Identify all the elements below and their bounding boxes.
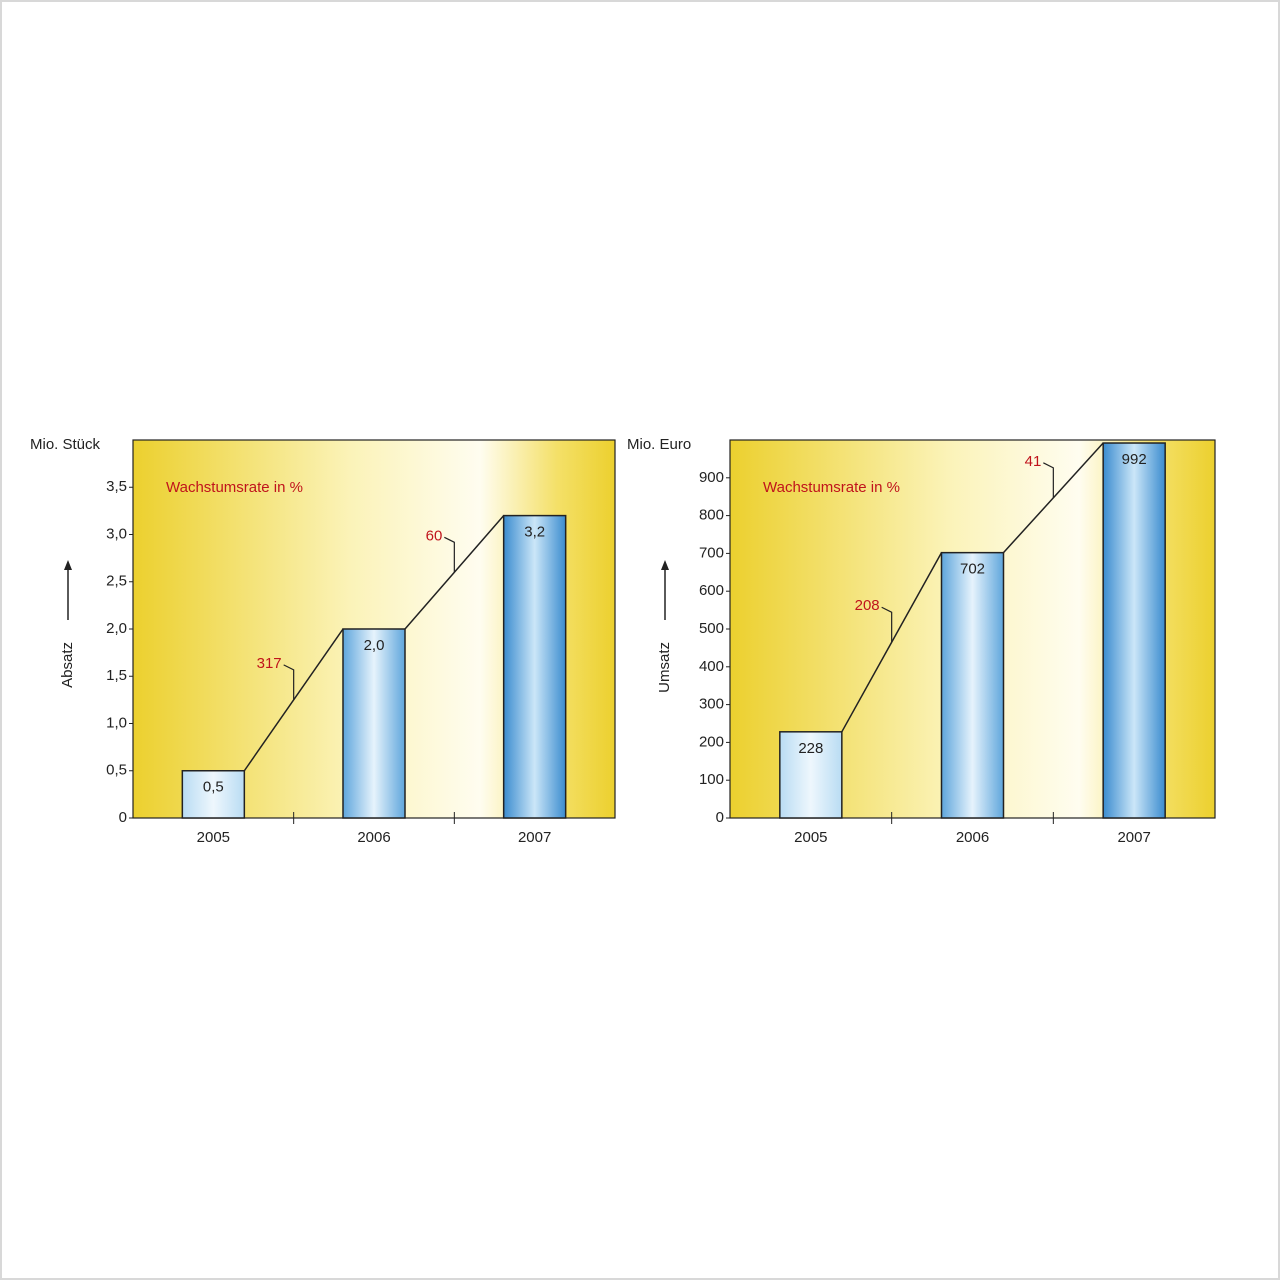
y-tick-label: 2,5 [106,573,127,590]
y-tick-label: 900 [699,469,724,486]
x-tick-label: 2007 [518,829,551,846]
value-label: 228 [798,740,823,757]
bar [779,731,843,819]
x-tick-label: 2005 [197,829,230,846]
y-tick-label: 0 [716,809,724,826]
y-tick-label: 800 [699,507,724,524]
growth-rate: 41 [1025,453,1042,470]
bar [342,628,406,819]
axis-arrow-head [64,560,72,570]
y-tick-label: 1,5 [106,667,127,684]
x-tick-label: 2006 [357,829,390,846]
y-tick-label: 600 [699,582,724,599]
growth-rate: 317 [257,655,282,672]
value-label: 992 [1122,451,1147,468]
value-label: 702 [960,561,985,578]
y-tick-label: 100 [699,771,724,788]
y-tick-label: 0 [119,809,127,826]
bar [502,514,567,819]
annotation: Wachstumsrate in % [763,479,900,496]
value-label: 2,0 [364,637,385,654]
y-axis-label: Absatz [59,642,76,688]
x-tick-label: 2006 [956,829,989,846]
growth-rate: 208 [855,597,880,614]
bar [181,770,246,819]
y-tick-label: 3,0 [106,525,127,542]
bracket [1043,462,1054,498]
axis-arrow-head [661,560,669,570]
bracket [881,606,893,643]
y-tick-label: 2,0 [106,620,127,637]
y-tick-label: 3,5 [106,478,127,495]
bracket [283,664,295,700]
y-tick-label: 500 [699,620,724,637]
x-tick-label: 2005 [794,829,827,846]
growth-rate: 60 [426,527,443,544]
y-unit: Mio. Euro [627,436,691,453]
bracket [444,536,455,573]
y-unit: Mio. Stück [30,436,101,453]
bar [1102,442,1166,819]
y-tick-label: 400 [699,658,724,675]
y-axis-label: Umsatz [656,642,673,693]
annotation: Wachstumsrate in % [166,479,303,496]
y-tick-label: 200 [699,733,724,750]
value-label: 0,5 [203,779,224,796]
y-tick-label: 300 [699,696,724,713]
y-tick-label: 0,5 [106,762,127,779]
x-tick-label: 2007 [1117,829,1150,846]
y-tick-label: 700 [699,544,724,561]
y-tick-label: 1,0 [106,714,127,731]
value-label: 3,2 [524,524,545,541]
bar [940,551,1005,819]
